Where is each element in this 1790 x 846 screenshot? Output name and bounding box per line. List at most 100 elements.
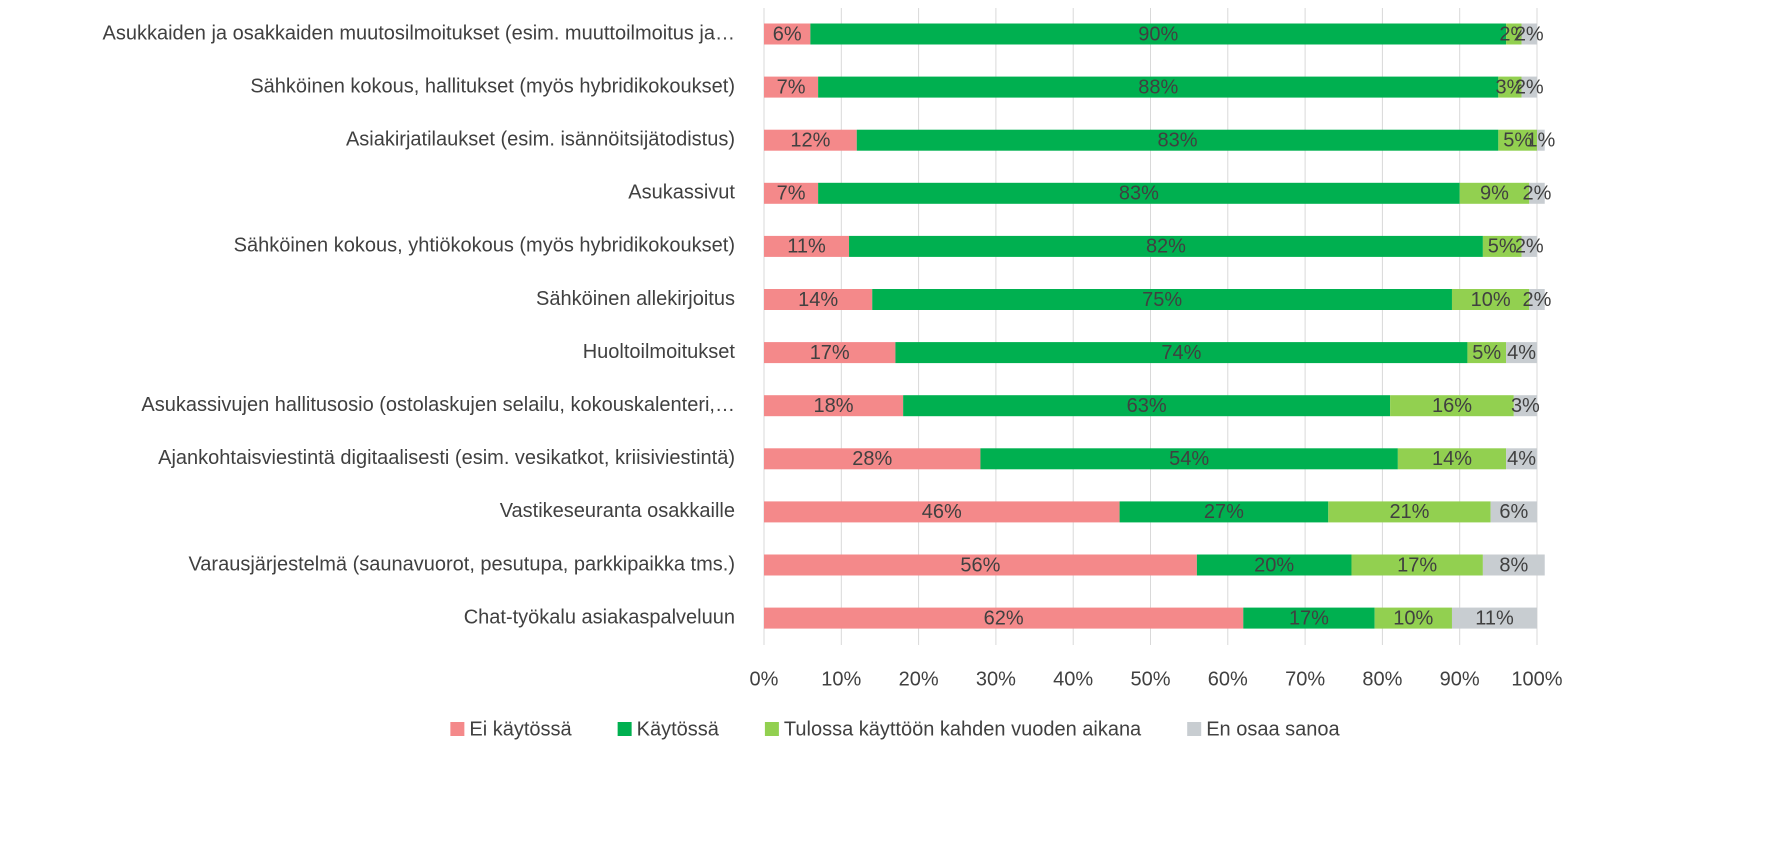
bar-segment (903, 395, 1391, 417)
bar-segment (980, 448, 1398, 470)
bar-segment (849, 235, 1483, 257)
data-label: 5% (1472, 342, 1501, 364)
bar-segment (1467, 342, 1507, 364)
data-label: 2% (1523, 289, 1552, 311)
bar-segment (1529, 289, 1545, 310)
category-label: Chat-työkalu asiakaspalveluun (464, 606, 735, 628)
category-label: Sähköinen kokous, hallitukset (myös hybr… (250, 75, 735, 97)
category-label: Asukkaiden ja osakkaiden muutosilmoituks… (103, 22, 736, 44)
bar-segment (1451, 607, 1537, 629)
bar-segment (1328, 501, 1491, 523)
data-label: 7% (777, 183, 806, 205)
data-label: 7% (777, 76, 806, 98)
bar-segment (1529, 182, 1545, 204)
data-label: 88% (1138, 76, 1178, 98)
data-label: 18% (814, 395, 854, 417)
bar-segment (764, 235, 850, 257)
data-label: 14% (798, 289, 838, 311)
data-label: 4% (1507, 342, 1536, 364)
bar-segment (764, 395, 904, 417)
bar-segment (1513, 395, 1537, 417)
bar-segment (764, 607, 1244, 629)
data-label: 62% (984, 607, 1024, 629)
data-label: 11% (1475, 607, 1514, 629)
legend-swatch (1187, 722, 1202, 736)
data-label: 2% (1523, 183, 1552, 205)
bar-segment (1374, 607, 1452, 629)
category-label: Vastikeseuranta osakkaille (500, 500, 735, 522)
bar-segment (1351, 554, 1483, 576)
data-label: 5% (1503, 129, 1532, 151)
data-label: 8% (1499, 554, 1528, 576)
bar-segment (1119, 501, 1329, 523)
bar-segment (1537, 129, 1545, 151)
data-label: 56% (960, 554, 1000, 576)
data-label: 21% (1389, 501, 1429, 523)
bar-segment (818, 76, 1499, 98)
bar-segment (872, 289, 1452, 310)
data-label: 11% (787, 236, 826, 258)
bar-segment (1506, 448, 1537, 470)
data-label: 17% (1397, 554, 1437, 576)
bar-segment (764, 342, 896, 364)
category-label: Asukassivut (628, 182, 735, 204)
legend-label: En osaa sanoa (1206, 718, 1340, 740)
data-label: 6% (773, 23, 802, 45)
bar-segment (764, 129, 857, 151)
data-label: 75% (1142, 289, 1182, 311)
bar-segment (810, 23, 1507, 45)
bar-segment (1397, 448, 1507, 470)
data-label: 16% (1432, 395, 1472, 417)
data-label: 83% (1119, 183, 1159, 205)
data-label: 90% (1138, 23, 1178, 45)
bar-segment (1521, 235, 1537, 257)
data-label: 14% (1432, 448, 1472, 470)
data-label: 63% (1127, 395, 1167, 417)
bar-segment (856, 129, 1499, 151)
x-tick-label: 20% (899, 668, 939, 690)
x-tick-label: 70% (1285, 668, 1325, 690)
category-label: Sähköinen kokous, yhtiökokous (myös hybr… (234, 235, 735, 257)
bar-segment (764, 501, 1120, 523)
data-label: 82% (1146, 236, 1186, 258)
bar-segment (1506, 342, 1537, 364)
bar-segment (1498, 129, 1537, 151)
bar-segment (1521, 23, 1537, 45)
x-tick-label: 100% (1511, 668, 1562, 690)
category-label: Varausjärjestelmä (saunavuorot, pesutupa… (188, 553, 735, 575)
bar-segment (1521, 76, 1537, 98)
legend: Ei käytössä Käytössä Tulossa käyttöön kahd… (450, 718, 1341, 740)
x-tick-label: 80% (1362, 668, 1402, 690)
bar-segment (1459, 182, 1530, 204)
data-label: 9% (1480, 183, 1509, 205)
data-label: 83% (1158, 129, 1198, 151)
bar-segment (1482, 554, 1545, 576)
data-label: 6% (1499, 501, 1528, 523)
data-label: 46% (922, 501, 962, 523)
bar-segment (1451, 289, 1530, 310)
data-label: 4% (1507, 448, 1536, 470)
data-label: 5% (1488, 236, 1517, 258)
bar-segment (1390, 395, 1514, 417)
x-tick-label: 10% (821, 668, 861, 690)
legend-label: Käytössä (637, 718, 720, 740)
legend-label: Tulossa käyttöön kahden vuoden aikana (784, 718, 1142, 740)
data-label: 54% (1169, 448, 1209, 470)
legend-label: Ei käytössä (469, 718, 572, 740)
data-label: 1% (1526, 129, 1555, 151)
bar-segment (1490, 501, 1537, 523)
data-label: 10% (1471, 289, 1511, 311)
legend-swatch (450, 722, 465, 736)
x-tick-label: 40% (1053, 668, 1093, 690)
data-label: 17% (1289, 607, 1329, 629)
data-label: 3% (1511, 395, 1540, 417)
data-label: 12% (790, 129, 830, 151)
x-tick-label: 90% (1440, 668, 1480, 690)
bar-segment (1506, 23, 1522, 45)
legend-swatch (617, 722, 632, 736)
bar-segment (895, 342, 1468, 364)
category-label: Sähköinen allekirjoitus (536, 288, 735, 310)
x-tick-label: 50% (1130, 668, 1170, 690)
bar-segment (764, 76, 819, 98)
